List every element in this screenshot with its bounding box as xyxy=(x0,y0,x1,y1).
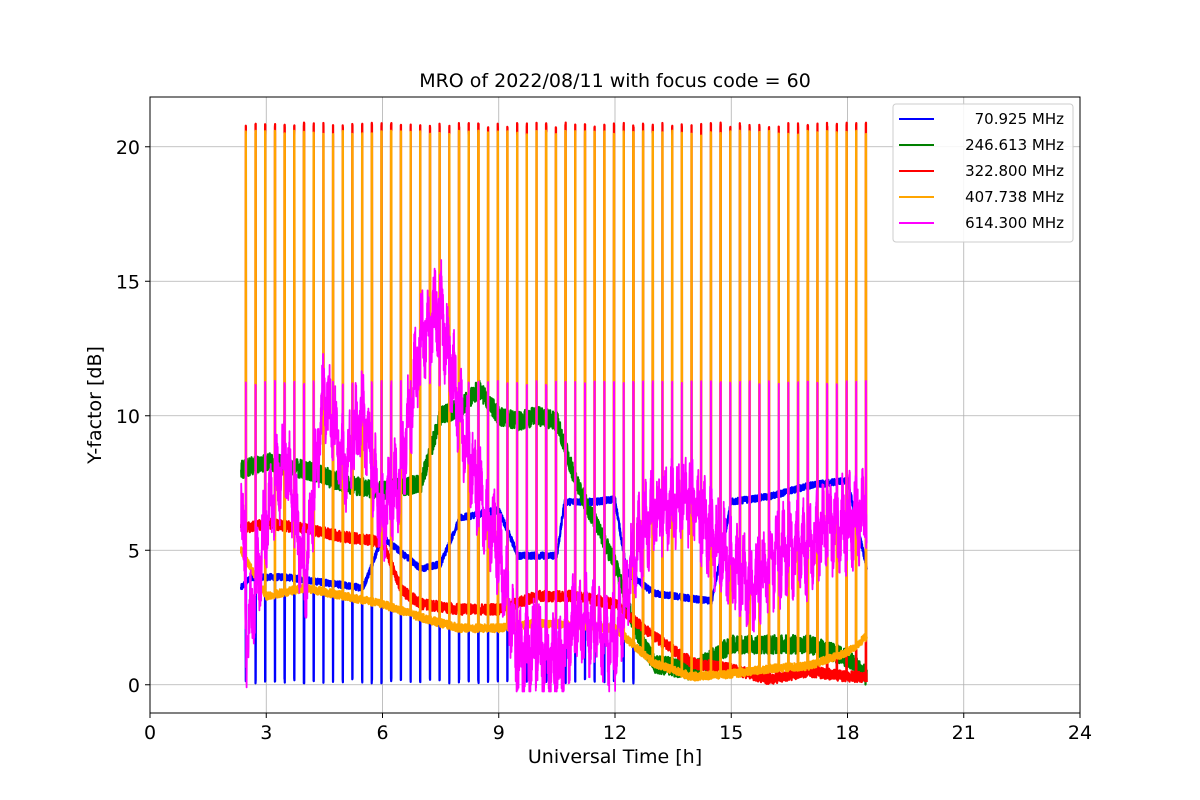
x-tick-label: 9 xyxy=(493,722,505,744)
legend-label: 70.925 MHz xyxy=(975,110,1064,128)
y-tick-label: 5 xyxy=(128,540,140,562)
legend-box xyxy=(892,103,1074,243)
legend-label: 614.300 MHz xyxy=(965,214,1064,232)
x-axis: 0 3 6 9 12 15 18 21 24 xyxy=(144,713,1092,744)
x-tick-label: 24 xyxy=(1068,722,1092,744)
x-tick-label: 18 xyxy=(835,722,859,744)
plot-series xyxy=(240,121,868,693)
legend-label: 322.800 MHz xyxy=(965,162,1064,180)
legend-label: 407.738 MHz xyxy=(965,188,1064,206)
y-tick-label: 10 xyxy=(116,406,140,428)
x-tick-label: 0 xyxy=(144,722,156,744)
series-0 xyxy=(240,476,868,685)
series-4 xyxy=(240,259,868,693)
x-tick-label: 6 xyxy=(376,722,388,744)
y-axis-label: Y-factor [dB] xyxy=(84,346,106,465)
series-line xyxy=(240,476,868,685)
y-tick-label: 15 xyxy=(116,271,140,293)
y-tick-label: 20 xyxy=(116,137,140,159)
x-axis-label: Universal Time [h] xyxy=(528,746,702,768)
y-axis: 0 5 10 15 20 xyxy=(116,137,150,697)
x-tick-label: 3 xyxy=(260,722,272,744)
x-tick-label: 12 xyxy=(603,722,627,744)
x-tick-label: 21 xyxy=(952,722,976,744)
legend-label: 246.613 MHz xyxy=(965,136,1064,154)
y-tick-label: 0 xyxy=(128,675,140,697)
legend: 70.925 MHz 246.613 MHz 322.800 MHz 407.738 … xyxy=(892,103,1074,243)
chart-title: MRO of 2022/08/11 with focus code = 60 xyxy=(419,70,811,92)
x-tick-label: 15 xyxy=(719,722,743,744)
series-line xyxy=(240,259,868,693)
